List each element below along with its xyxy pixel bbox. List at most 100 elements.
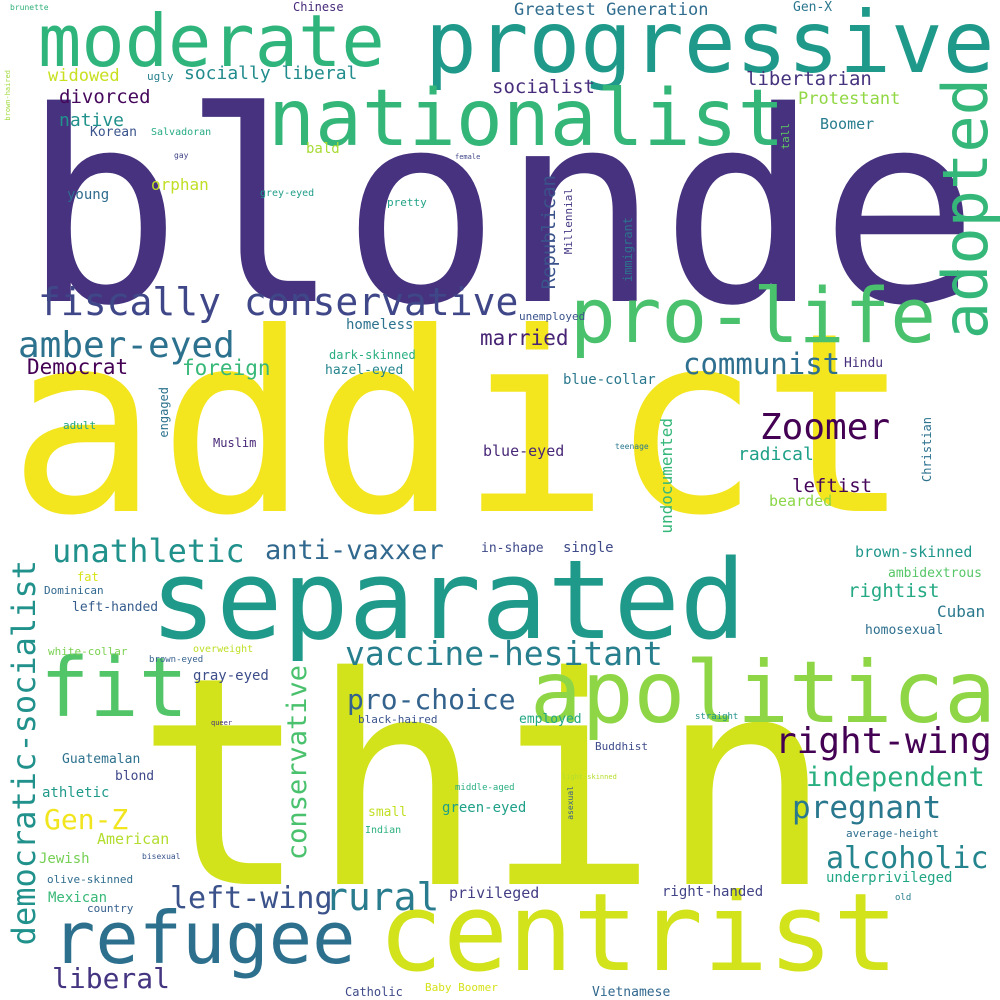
word-adopted: adopted <box>929 78 1000 340</box>
word-buddhist: Buddhist <box>595 740 648 753</box>
word-orphan: orphan <box>151 175 209 194</box>
word-indian: Indian <box>365 825 402 836</box>
word-mexican: Mexican <box>48 890 108 906</box>
word-female: female <box>455 153 481 161</box>
word-single: single <box>563 540 614 556</box>
word-catholic: Catholic <box>345 985 403 999</box>
word-gray-eyed: gray-eyed <box>193 668 269 684</box>
word-communist: communist <box>683 347 841 381</box>
word-independent: independent <box>806 762 985 793</box>
word-blue-eyed: blue-eyed <box>483 442 565 460</box>
word-american: American <box>97 830 170 848</box>
word-athletic: athletic <box>42 785 110 801</box>
word-pregnant: pregnant <box>792 790 942 826</box>
word-foreign: foreign <box>182 356 271 380</box>
word-white-collar: white-collar <box>48 645 128 658</box>
word-average-height: average-height <box>846 827 939 840</box>
word-addict: addict <box>8 279 912 570</box>
word-right-wing: right-wing <box>775 721 992 762</box>
word-black-haired: black-haired <box>358 713 438 726</box>
word-married: married <box>480 326 569 350</box>
word-fit: fit <box>40 641 189 736</box>
word-fat: fat <box>77 570 99 584</box>
word-nationalist: nationalist <box>268 74 785 164</box>
word-leftist: leftist <box>792 475 873 497</box>
word-rural: rural <box>325 875 440 919</box>
word-jewish: Jewish <box>39 851 90 867</box>
word-protestant: Protestant <box>798 89 901 109</box>
word-apolitical: apolitical <box>530 643 1000 743</box>
word-bald: bald <box>306 141 340 157</box>
word-left-handed: left-handed <box>72 600 159 615</box>
word-young: young <box>67 187 110 203</box>
word-native: native <box>59 110 125 131</box>
word-left-wing: left-wing <box>170 881 333 916</box>
word-vaccine-hesitant: vaccine-hesitant <box>345 634 663 673</box>
word-dominican: Dominican <box>44 584 104 597</box>
word-undocumented: undocumented <box>657 418 676 534</box>
word-middle-aged: middle-aged <box>455 783 515 793</box>
word-immigrant: immigrant <box>621 217 635 283</box>
word-republican: Republican <box>538 175 560 290</box>
word-unathletic: unathletic <box>52 532 245 570</box>
word-gen-z: Gen-Z <box>44 803 129 836</box>
word-greatest-generation: Greatest Generation <box>514 0 709 20</box>
word-ambidextrous: ambidextrous <box>888 566 982 581</box>
word-democratic-socialist: democratic-socialist <box>5 560 43 946</box>
word-pro-life: pro-life <box>570 271 937 360</box>
word-guatemalan: Guatemalan <box>62 752 141 767</box>
word-bisexual: bisexual <box>142 852 181 861</box>
word-underprivileged: underprivileged <box>826 870 953 886</box>
word-chinese: Chinese <box>293 0 344 14</box>
word-country: country <box>87 902 134 915</box>
word-privileged: privileged <box>449 884 540 902</box>
word-teenage: teenage <box>615 442 649 451</box>
word-libertarian: libertarian <box>746 68 872 90</box>
word-muslim: Muslim <box>213 436 257 450</box>
word-democrat: Democrat <box>27 355 129 379</box>
word-tall: tall <box>779 123 792 150</box>
word-millennial: Millennial <box>562 188 575 255</box>
word-brown-eyed: brown-eyed <box>149 655 204 665</box>
word-zoomer: Zoomer <box>760 407 891 448</box>
word-olive-skinned: olive-skinned <box>47 873 134 886</box>
word-brown-haired: brown-haired <box>4 70 12 121</box>
word-radical: radical <box>738 444 814 465</box>
word-christian: Christian <box>920 417 934 483</box>
word-ugly: ugly <box>147 70 174 83</box>
word-in-shape: in-shape <box>481 541 544 556</box>
word-conservative: conservative <box>282 665 313 861</box>
word-socially-liberal: socially liberal <box>184 63 358 84</box>
word-blond: blond <box>115 769 155 784</box>
word-amber-eyed: amber-eyed <box>18 325 235 366</box>
word-asexual: asexual <box>566 786 575 820</box>
word-brown-skinned: brown-skinned <box>855 543 973 561</box>
word-progressive: progressive <box>425 0 995 93</box>
word-pro-choice: pro-choice <box>347 683 516 716</box>
word-baby-boomer: Baby Boomer <box>425 981 498 994</box>
word-boomer: Boomer <box>820 115 875 133</box>
word-divorced: divorced <box>59 86 151 108</box>
word-gay: gay <box>174 151 189 160</box>
word-brunette: brunette <box>10 3 49 12</box>
word-adult: adult <box>63 419 97 432</box>
word-korean: Korean <box>90 125 137 140</box>
word-salvadoran: Salvadoran <box>151 127 212 138</box>
word-pretty: pretty <box>387 196 427 209</box>
word-light-skinned: light-skinned <box>562 773 617 781</box>
word-hindu: Hindu <box>844 356 884 371</box>
word-blue-collar: blue-collar <box>563 372 656 388</box>
word-alcoholic: alcoholic <box>826 841 989 876</box>
word-employed: employed <box>519 712 582 727</box>
word-centrist: centrist <box>378 871 899 996</box>
word-liberal: liberal <box>52 962 171 995</box>
word-small: small <box>368 805 408 820</box>
word-right-handed: right-handed <box>662 884 764 900</box>
word-cuban: Cuban <box>937 602 986 621</box>
word-fiscally-conservative: fiscally conservative <box>38 280 519 324</box>
word-straight: straight <box>695 712 739 722</box>
word-moderate: moderate <box>38 0 385 83</box>
word-rightist: rightist <box>848 580 940 602</box>
word-overweight: overweight <box>193 644 254 655</box>
